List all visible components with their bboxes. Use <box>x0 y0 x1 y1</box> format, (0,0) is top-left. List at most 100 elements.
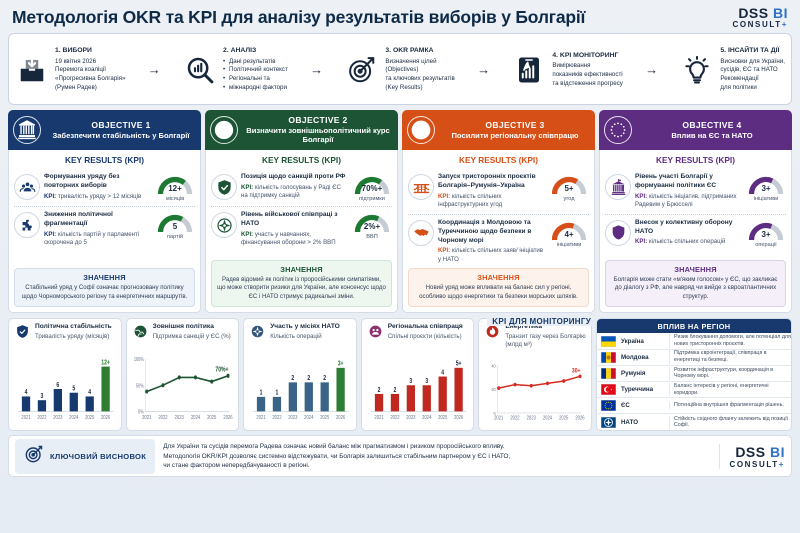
kpi-chart-header: Участь у місіях НАТО Кількість операцій <box>249 323 351 340</box>
svg-text:2021: 2021 <box>257 414 266 421</box>
nato-compass-blue-icon <box>249 323 266 340</box>
svg-text:2026: 2026 <box>336 414 345 421</box>
kpi-gauge: 5+ угод <box>549 173 589 202</box>
region-impact-text: Розвиток інфраструктури, координація в Ч… <box>668 366 791 381</box>
objective-title-block: OBJECTIVE 1 Забезпечити стабільність у Бо… <box>46 120 196 140</box>
gauge-value: 3+ <box>761 229 771 239</box>
svg-text:2024: 2024 <box>304 414 313 421</box>
table-row: НАТО Стійкість східного флангу залежить в… <box>597 414 791 430</box>
key-result-text: Позиція щодо санкцій проти РФ KPI: кількі… <box>241 172 348 200</box>
key-result-text: Рівень участі Болгарії у формуванні полі… <box>635 172 742 210</box>
kpi-chart-titles: Зовнішня політика Підтримка санкцій у ЄС … <box>153 323 231 340</box>
conclusion-text: Для України та сусідів перемога Радева о… <box>163 442 711 471</box>
key-result-headline: Рівень військової співпраці з НАТО <box>241 211 338 228</box>
kpi-chart-title: Регіональна співпраця <box>387 323 463 331</box>
svg-text:40: 40 <box>492 363 497 368</box>
flow-step-line: та ключових результатів <box>385 75 455 83</box>
svg-text:0: 0 <box>494 410 497 415</box>
people-purple-icon <box>367 323 384 340</box>
objective-body: KEY RESULTS (KPI) Рівень участі Болгарії … <box>599 150 792 314</box>
key-result-headline: Позиція щодо санкцій проти РФ <box>241 173 346 181</box>
footer-logo-main: DSS <box>735 443 766 460</box>
key-result-kpi: KPI: тривалість уряду > 12 місяців <box>44 192 142 200</box>
flow-step-text: 4. KPI МОНІТОРИНГ Вимірювання показників е… <box>552 51 622 89</box>
flow-step-line: «Прогресивна Болгарія» <box>55 75 126 83</box>
svg-text:6: 6 <box>56 382 59 389</box>
ballot-box-icon <box>15 53 49 87</box>
svg-text:2: 2 <box>393 387 396 394</box>
table-row: Румунія Розвиток інфраструктури, координа… <box>596 366 791 383</box>
kpi-chart-header: Регіональна співпраця Спільні проєкти (кі… <box>367 323 469 340</box>
svg-text:2021: 2021 <box>142 414 151 421</box>
kpi-label: KPI: <box>241 230 254 238</box>
flag-nato-icon <box>597 416 621 428</box>
key-result-1: Рівень участі Болгарії у формуванні полі… <box>605 169 786 214</box>
objective-card-2: OBJECTIVE 2 Визначити зовнішньополітичний… <box>205 110 398 314</box>
gauge-value: 70%+ <box>361 184 383 194</box>
svg-text:2022: 2022 <box>390 414 399 421</box>
table-row: Україна Ризик блокування допомоги, але по… <box>596 333 791 350</box>
kpi-chart-subtitle: Кількість операцій <box>270 333 322 341</box>
significance-title: ЗНАЧЕННЯ <box>83 273 126 283</box>
kpi-chart-titles: Політична стабільність Тривалість уряду (… <box>35 323 112 340</box>
kpi-label: KPI: <box>44 192 57 200</box>
svg-text:50%: 50% <box>136 383 144 389</box>
key-result-kpi: KPI: кількість партій у парламенті скоро… <box>44 230 140 247</box>
region-impact-text: Стійкість східного флангу залежить від п… <box>668 415 791 430</box>
kpi-chart-card-5: Енергетика Транзит газу через Болгарію (м… <box>478 318 592 432</box>
kpi-chart-subtitle: Тривалість уряду (місяців) <box>35 333 110 341</box>
region-impact-text: Ризик блокування допомоги, але потенціал… <box>668 334 791 348</box>
significance-box: ЗНАЧЕННЯ Новий уряд може впливати на бала… <box>408 268 589 308</box>
process-flow: 1. ВИБОРИ 19 квітня 2026 Перемога коаліції… <box>8 33 792 106</box>
svg-text:5: 5 <box>72 386 75 393</box>
key-conclusion-bar: КЛЮЧОВИЙ ВИСНОВОК Для України та сусідів… <box>8 435 792 478</box>
conclusion-line-2: Методологія OKR/KPI дозволяє системно ві… <box>163 452 511 460</box>
kpi-chart-plot: 0% 50% 100% 70%+ 2021 2022 2023 2024 2025 2026 <box>132 344 234 427</box>
table-row: Молдова Підтримка євроінтеграції, співпра… <box>596 350 791 366</box>
flow-step-title: 4. KPI МОНІТОРИНГ <box>552 51 619 59</box>
flow-step-line: сусідів, ЄС та НАТО <box>720 66 778 74</box>
logo-accent: BI <box>773 5 788 21</box>
key-result-2: Внесок у колективну оборону НАТО KPI: кіл… <box>605 213 786 252</box>
gauge-label: ВВП <box>366 234 378 241</box>
kpi-label: KPI: <box>635 192 648 200</box>
handshake-icon <box>408 219 434 246</box>
kpi-chart-plot: 1 2021 1 2022 2 2023 2 2024 2 2025 3+ 2026 <box>249 344 351 427</box>
gauge-label: угод <box>563 196 575 203</box>
svg-text:2023: 2023 <box>288 414 297 421</box>
flow-step-title: 5. ІНСАЙТИ ТА ДІЇ <box>720 47 780 55</box>
globe-green-icon <box>132 323 149 340</box>
svg-text:2026: 2026 <box>454 414 463 421</box>
svg-text:2024: 2024 <box>422 414 431 421</box>
kpi-chart-title: Політична стабільність <box>35 323 112 331</box>
kpi-chart-card-4: Регіональна співпраця Спільні проєкти (кі… <box>360 318 475 432</box>
svg-text:2021: 2021 <box>21 414 30 421</box>
svg-text:2021: 2021 <box>374 414 383 421</box>
objective-number: OBJECTIVE 3 <box>485 119 545 130</box>
region-impact-table: ВПЛИВ НА РЕГІОН Україна Ризик блокування д… <box>595 318 792 432</box>
key-results-heading: KEY RESULTS (KPI) <box>459 155 538 166</box>
significance-text: Стабільний уряд у Софії означає прогнозо… <box>21 284 188 300</box>
gauge-value: 5 <box>172 222 178 232</box>
svg-text:70%+: 70%+ <box>215 367 229 374</box>
svg-text:4: 4 <box>88 390 91 397</box>
flow-arrow-icon: → <box>477 62 491 78</box>
key-results-heading: KEY RESULTS (KPI) <box>65 155 144 166</box>
eu-stars-icon <box>604 116 632 145</box>
footer-logo-accent: BI <box>770 443 785 460</box>
objective-title: Посилити регіональну співпрацю <box>451 130 579 140</box>
region-name: Україна <box>620 337 644 345</box>
significance-box: ЗНАЧЕННЯ Стабільний уряд у Софії означає … <box>14 268 195 308</box>
svg-text:30+: 30+ <box>572 368 581 375</box>
objective-title: Визначити зовнішньополітичний курс Болга… <box>246 125 390 145</box>
flow-step-line: Висновки для України, <box>720 57 785 65</box>
region-impact-text: Підтримка євроінтеграції, співпраця в ен… <box>668 350 791 365</box>
tablet-bar-chart-icon <box>512 53 546 87</box>
kpi-label: KPI: <box>241 183 254 191</box>
flame-icon <box>484 323 501 340</box>
region-name: НАТО <box>620 418 639 426</box>
kpi-chart-card-1: Політична стабільність Тривалість уряду (… <box>8 318 122 432</box>
kpi-label: KPI: <box>438 247 451 255</box>
flow-step-text: 3. OKR РАМКА Визначення цілей (Objectives)… <box>385 46 454 92</box>
significance-box: ЗНАЧЕННЯ Радев відомий як політик із прор… <box>211 259 392 308</box>
